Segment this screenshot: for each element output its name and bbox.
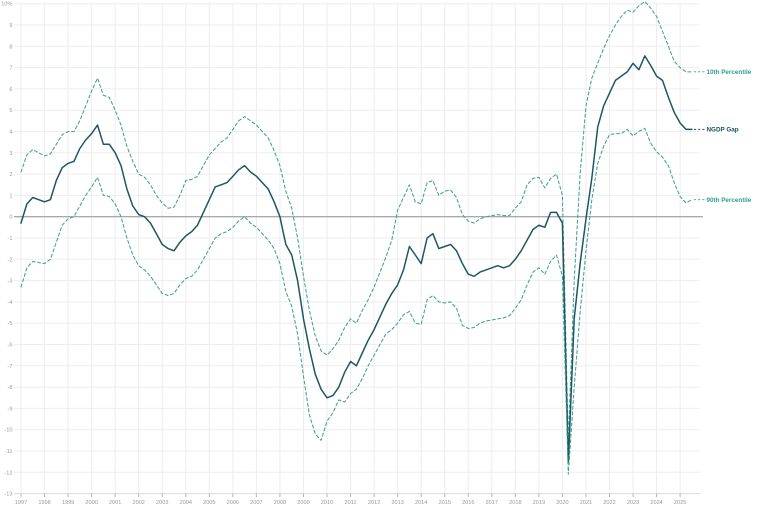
x-tick-label: 2018 (509, 500, 521, 506)
y-tick-label: -9 (8, 406, 13, 412)
x-tick-label: 2010 (321, 500, 333, 506)
vertical-gridlines (20, 3, 681, 494)
x-tick-label: 2009 (297, 500, 309, 506)
y-tick-label: 9 (9, 23, 12, 29)
y-tick-label: 10% (1, 2, 12, 8)
x-tick-label: 1998 (38, 500, 50, 506)
y-tick-label: 1 (9, 193, 12, 199)
x-tick-label: 2020 (556, 500, 568, 506)
y-tick-label: -13 (4, 492, 12, 498)
90th-percentile-label: 90th Percentile (707, 197, 752, 204)
y-tick-label: -1 (8, 236, 13, 242)
x-tick-label: 2021 (580, 500, 592, 506)
y-tick-label: -7 (8, 364, 13, 370)
y-tick-label: -4 (8, 300, 13, 306)
x-axis-ticks (20, 493, 681, 498)
y-tick-label: -12 (4, 470, 12, 476)
ngdp-gap-line (20, 55, 693, 465)
x-tick-label: 2012 (368, 500, 380, 506)
x-tick-label: 1999 (62, 500, 74, 506)
y-tick-label: -3 (8, 279, 13, 285)
ngdp-gap-label: NGDP Gap (707, 127, 739, 134)
x-tick-label: 2004 (180, 500, 192, 506)
y-tick-label: 8 (9, 44, 12, 50)
x-tick-label: 2016 (462, 500, 474, 506)
y-tick-label: -2 (8, 257, 13, 263)
x-tick-label: 2024 (650, 500, 662, 506)
x-tick-label: 2008 (274, 500, 286, 506)
y-tick-label: 4 (9, 130, 12, 136)
10th-percentile-line (20, 1, 693, 444)
y-tick-label: 5 (9, 108, 12, 114)
y-tick-label: -5 (8, 321, 13, 327)
y-tick-label: -8 (8, 385, 13, 391)
x-tick-label: 2002 (132, 500, 144, 506)
y-tick-label: 2 (9, 172, 12, 178)
x-axis-labels: 1997 1998 1999 2000 2001 2002 2003 2004 2005 2006… (15, 500, 687, 506)
90th-percentile-line (20, 127, 693, 475)
horizontal-gridlines (14, 3, 700, 495)
y-tick-label: -6 (8, 343, 13, 349)
x-tick-label: 2013 (391, 500, 403, 506)
x-tick-label: 2003 (156, 500, 168, 506)
x-tick-label: 2007 (250, 500, 262, 506)
x-tick-label: 2019 (533, 500, 545, 506)
x-tick-label: 2011 (345, 500, 357, 506)
x-tick-label: 2023 (627, 500, 639, 506)
10th-percentile-label: 10th Percentile (707, 69, 752, 76)
x-tick-label: 2022 (603, 500, 615, 506)
y-axis-labels: 10% 9 8 7 6 5 4 3 2 1 0 -1 -2 -3 -4 -5 -6 -7 -8 -9 -10 -11 -12… (1, 2, 12, 498)
x-tick-label: 2006 (227, 500, 239, 506)
x-tick-label: 2014 (415, 500, 427, 506)
y-tick-label: 6 (9, 87, 12, 93)
y-tick-label: 3 (9, 151, 12, 157)
x-tick-label: 1997 (15, 500, 27, 506)
x-tick-label: 2005 (203, 500, 215, 506)
x-tick-label: 2001 (109, 500, 121, 506)
y-tick-label: -10 (4, 428, 12, 434)
x-tick-label: 2000 (85, 500, 97, 506)
x-tick-label: 2017 (486, 500, 498, 506)
y-tick-label: 7 (9, 66, 12, 72)
x-tick-label: 2025 (674, 500, 686, 506)
y-tick-label: 0 (9, 215, 12, 221)
y-tick-label: -11 (5, 449, 13, 455)
x-tick-label: 2015 (438, 500, 450, 506)
